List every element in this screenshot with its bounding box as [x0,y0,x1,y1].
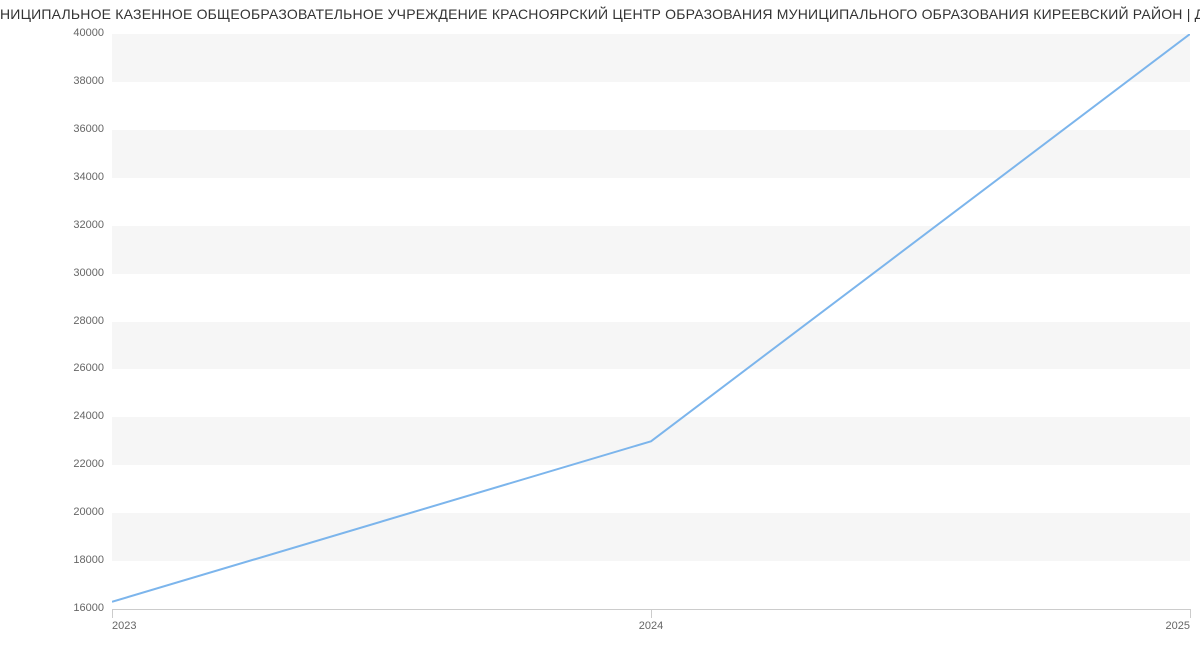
plot-area [112,34,1190,609]
y-tick-label: 32000 [44,219,104,231]
line-series [112,34,1190,602]
y-tick-label: 24000 [44,410,104,422]
y-tick-label: 18000 [44,554,104,566]
y-tick-label: 36000 [44,123,104,135]
y-tick-label: 40000 [44,27,104,39]
y-tick-label: 26000 [44,362,104,374]
y-tick-label: 20000 [44,506,104,518]
series-svg [112,34,1190,611]
x-tick-label: 2025 [1130,620,1190,632]
y-tick-label: 30000 [44,267,104,279]
y-tick-label: 16000 [44,602,104,614]
x-tick-label: 2023 [112,620,172,632]
y-tick-label: 28000 [44,315,104,327]
y-tick-label: 38000 [44,75,104,87]
chart-title: НИЦИПАЛЬНОЕ КАЗЕННОЕ ОБЩЕОБРАЗОВАТЕЛЬНОЕ… [0,6,1200,22]
x-tick [1190,609,1191,618]
y-tick-label: 22000 [44,458,104,470]
y-tick-label: 34000 [44,171,104,183]
x-tick-label: 2024 [621,620,681,632]
chart-container: НИЦИПАЛЬНОЕ КАЗЕННОЕ ОБЩЕОБРАЗОВАТЕЛЬНОЕ… [0,0,1200,650]
